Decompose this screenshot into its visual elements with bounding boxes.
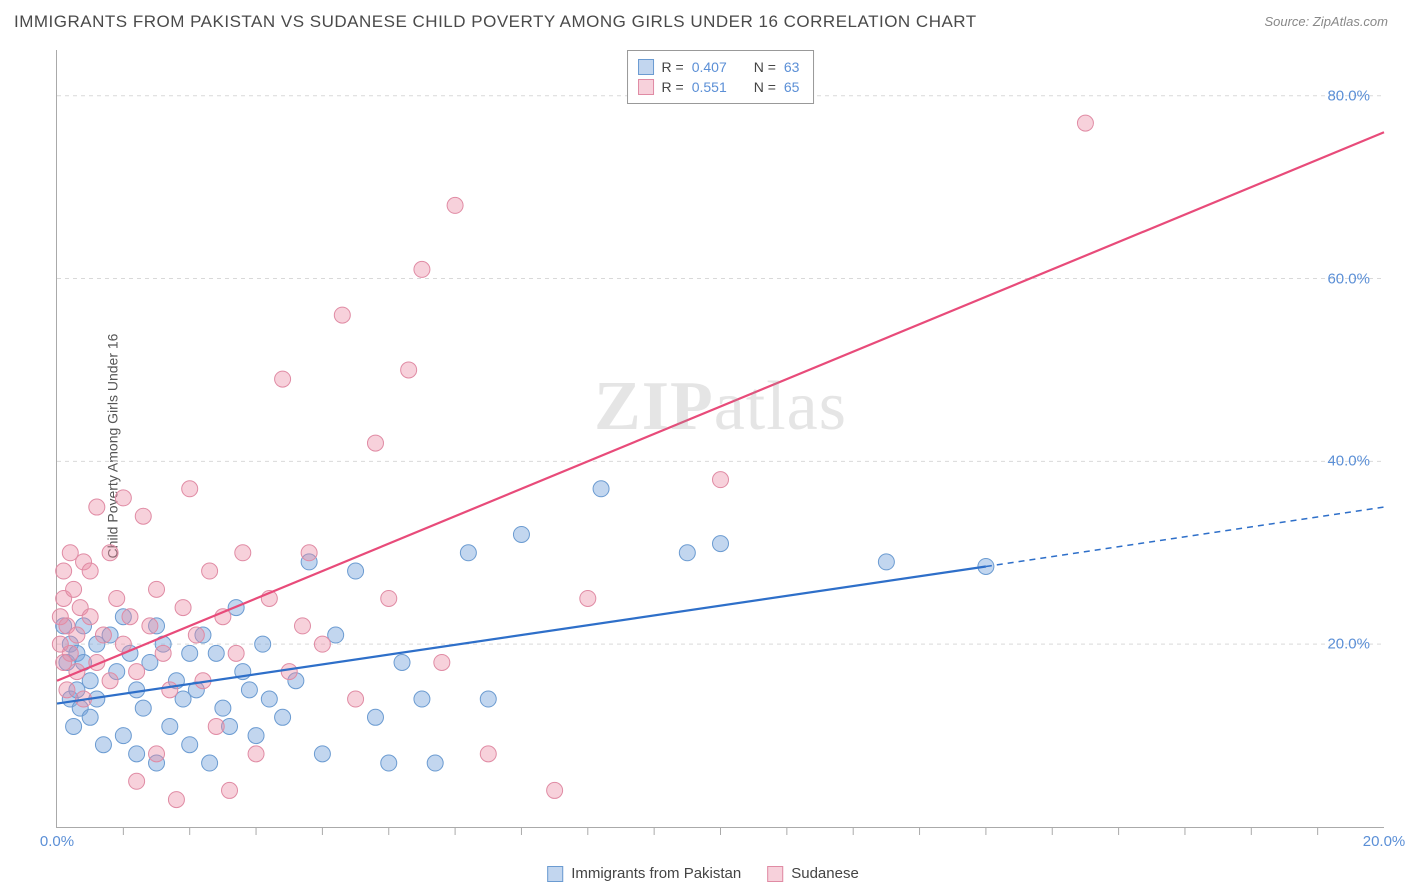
chart-title: IMMIGRANTS FROM PAKISTAN VS SUDANESE CHI…	[14, 12, 977, 32]
n-value: 65	[784, 77, 800, 97]
legend-swatch	[547, 866, 563, 882]
correlation-legend: R = 0.407 N = 63 R = 0.551 N = 65	[627, 50, 815, 104]
r-label: R =	[662, 77, 684, 97]
chart-container: IMMIGRANTS FROM PAKISTAN VS SUDANESE CHI…	[0, 0, 1406, 892]
source-attribution: Source: ZipAtlas.com	[1264, 14, 1388, 29]
source-prefix: Source:	[1264, 14, 1312, 29]
r-label: R =	[662, 57, 684, 77]
y-tick-label: 40.0%	[1327, 453, 1370, 470]
legend-swatch	[638, 59, 654, 75]
legend-swatch	[767, 866, 783, 882]
legend-item-pakistan: Immigrants from Pakistan	[547, 865, 741, 882]
y-tick-label: 60.0%	[1327, 270, 1370, 287]
plot-area: R =0.407N =63R =0.551N =65 ZIPatlas 20.0…	[56, 50, 1384, 828]
r-value: 0.551	[692, 77, 740, 97]
legend-swatch	[638, 79, 654, 95]
n-value: 63	[784, 57, 800, 77]
series-legend: Immigrants from Pakistan Sudanese	[547, 865, 859, 882]
x-tick-label: 20.0%	[1363, 833, 1406, 850]
r-value: 0.407	[692, 57, 740, 77]
source-link[interactable]: ZipAtlas.com	[1313, 14, 1388, 29]
n-label: N =	[754, 77, 776, 97]
y-tick-label: 20.0%	[1327, 636, 1370, 653]
legend-row-sudanese: R = 0.551 N = 65	[638, 77, 800, 97]
legend-row-pakistan: R = 0.407 N = 63	[638, 57, 800, 77]
y-tick-label: 80.0%	[1327, 87, 1370, 104]
plot-svg	[57, 50, 1384, 827]
legend-label: Sudanese	[791, 865, 859, 882]
legend-item-sudanese: Sudanese	[767, 865, 859, 882]
n-label: N =	[754, 57, 776, 77]
legend-label: Immigrants from Pakistan	[571, 865, 741, 882]
x-tick-label: 0.0%	[40, 833, 74, 850]
